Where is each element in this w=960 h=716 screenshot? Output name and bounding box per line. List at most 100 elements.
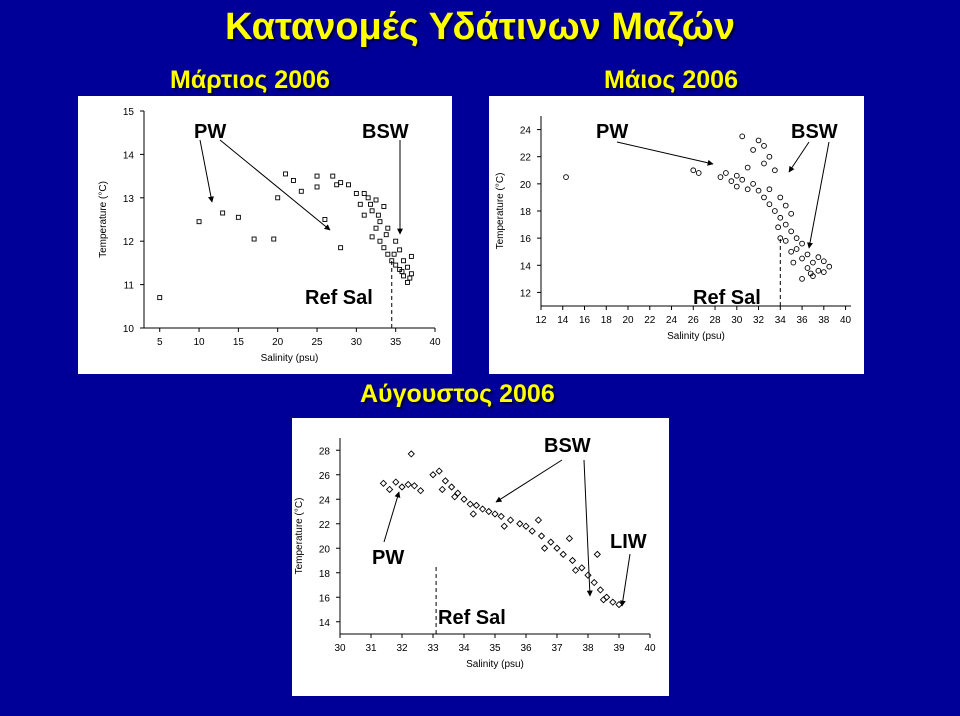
x-tick-label: 40 bbox=[429, 337, 441, 348]
annotation-pw: PW bbox=[372, 547, 404, 569]
y-tick-label: 26 bbox=[319, 471, 331, 482]
data-point bbox=[744, 186, 751, 193]
data-point bbox=[405, 279, 410, 285]
x-tick-label: 10 bbox=[193, 337, 205, 348]
data-point bbox=[540, 544, 549, 552]
data-point bbox=[761, 194, 767, 201]
data-point bbox=[290, 177, 296, 183]
data-point bbox=[599, 596, 608, 604]
data-point bbox=[373, 197, 379, 203]
data-point bbox=[478, 505, 487, 513]
data-point bbox=[451, 493, 459, 501]
data-point bbox=[750, 181, 756, 187]
x-tick-label: 40 bbox=[644, 643, 656, 654]
data-point bbox=[593, 550, 601, 559]
data-point bbox=[338, 180, 344, 186]
may-chart-panel: 12 14 16 18 20 22 24 26 28 30 32 34 36 38 40 12 14 16 18 20… bbox=[489, 96, 864, 374]
y-tick-label: 10 bbox=[123, 324, 135, 335]
data-point bbox=[772, 208, 778, 214]
data-point bbox=[438, 485, 446, 494]
data-point bbox=[322, 217, 328, 222]
annotation-arrow-pw bbox=[199, 139, 214, 203]
data-point bbox=[385, 225, 391, 231]
data-point bbox=[782, 221, 789, 228]
y-axis-label: Temperature (°C) bbox=[294, 498, 305, 575]
annotation-ref: Ref Sal bbox=[438, 607, 506, 629]
x-tick-label: 20 bbox=[272, 337, 284, 348]
data-point bbox=[392, 478, 400, 486]
august-scatter-chart: 30 31 32 33 34 35 36 37 38 39 40 14 16 18 20 22 24 26 28 Sa… bbox=[294, 435, 656, 670]
x-tick-label: 5 bbox=[157, 337, 163, 348]
data-point bbox=[777, 235, 784, 241]
data-point bbox=[733, 172, 740, 179]
may-scatter-chart: 12 14 16 18 20 22 24 26 28 30 32 34 36 38 40 12 14 16 18 20… bbox=[495, 116, 852, 342]
x-tick-label: 33 bbox=[427, 643, 439, 654]
data-point bbox=[537, 532, 546, 540]
x-tick-label: 39 bbox=[613, 643, 625, 654]
data-point bbox=[275, 195, 281, 201]
data-point bbox=[788, 210, 795, 217]
data-point bbox=[407, 275, 413, 281]
data-point bbox=[568, 556, 577, 565]
data-point bbox=[500, 522, 508, 530]
data-point bbox=[547, 538, 555, 546]
y-tick-label: 13 bbox=[123, 194, 135, 205]
y-tick-label: 16 bbox=[520, 234, 532, 245]
data-point bbox=[379, 479, 388, 487]
y-axis-label: Temperature (°C) bbox=[495, 173, 506, 250]
data-point bbox=[782, 238, 789, 244]
y-tick-label: 16 bbox=[319, 593, 331, 604]
data-point bbox=[733, 183, 740, 190]
data-point bbox=[385, 251, 391, 257]
y-tick-label: 28 bbox=[319, 446, 331, 457]
x-tick-label: 35 bbox=[390, 337, 402, 348]
annotation-arrow-bsw bbox=[495, 459, 563, 503]
data-point bbox=[405, 264, 410, 270]
data-point bbox=[578, 564, 586, 572]
data-point bbox=[429, 471, 437, 479]
data-point bbox=[334, 182, 340, 188]
x-axis-label: Salinity (psu) bbox=[667, 331, 725, 342]
data-point bbox=[761, 143, 767, 149]
y-tick-label: 20 bbox=[319, 544, 331, 555]
x-tick-label: 25 bbox=[311, 337, 323, 348]
x-tick-label: 16 bbox=[579, 315, 591, 326]
x-tick-label: 31 bbox=[365, 643, 377, 654]
data-point bbox=[441, 477, 450, 485]
data-point bbox=[460, 495, 468, 503]
data-point bbox=[491, 510, 499, 518]
x-tick-label: 36 bbox=[520, 643, 532, 654]
data-point bbox=[775, 224, 781, 231]
data-point bbox=[393, 238, 399, 244]
x-tick-label: 38 bbox=[582, 643, 594, 654]
annotation-arrow-bsw bbox=[583, 459, 593, 597]
data-point bbox=[369, 208, 375, 214]
august-title: Αύγουστος 2006 bbox=[360, 380, 555, 408]
annotation-arrow-pw bbox=[383, 491, 401, 543]
data-point bbox=[690, 167, 697, 174]
data-point bbox=[723, 170, 729, 176]
data-point bbox=[782, 202, 789, 209]
data-point bbox=[799, 276, 805, 282]
data-point bbox=[528, 527, 536, 535]
data-point bbox=[777, 214, 784, 221]
data-point bbox=[472, 501, 481, 510]
x-tick-label: 32 bbox=[753, 315, 765, 326]
data-point bbox=[777, 194, 784, 201]
annotation-ref: Ref Sal bbox=[305, 287, 373, 309]
data-point bbox=[793, 235, 800, 241]
may-title: Μάιος 2006 bbox=[604, 66, 738, 94]
data-point bbox=[584, 571, 592, 579]
data-point bbox=[506, 516, 515, 524]
data-point bbox=[559, 550, 567, 559]
data-point bbox=[563, 174, 569, 180]
data-point bbox=[377, 238, 383, 244]
data-point bbox=[401, 273, 406, 279]
data-point bbox=[410, 482, 419, 490]
data-point bbox=[407, 450, 415, 458]
x-tick-label: 30 bbox=[731, 315, 743, 326]
annotation-bsw: BSW bbox=[362, 121, 409, 143]
y-tick-label: 12 bbox=[123, 237, 135, 248]
data-point bbox=[375, 212, 381, 218]
x-axis-label: Salinity (psu) bbox=[261, 353, 319, 364]
